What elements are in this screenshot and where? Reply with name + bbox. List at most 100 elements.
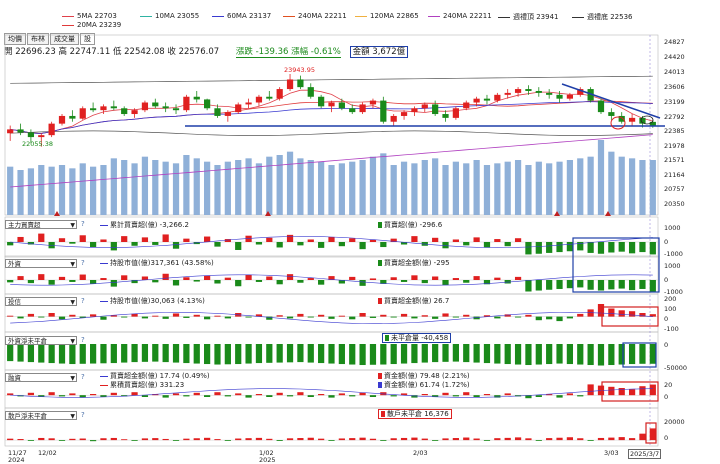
foreign-bar bbox=[89, 280, 97, 284]
foreign-oi-bar bbox=[121, 344, 128, 363]
volume-bar bbox=[235, 160, 242, 215]
foreign-oi-bar bbox=[628, 344, 636, 365]
trust-select[interactable]: 投信 ▼ bbox=[5, 296, 77, 306]
foreign-oi-bar bbox=[318, 344, 325, 364]
volume-bar bbox=[286, 151, 294, 215]
foreign-oi-bar bbox=[556, 344, 563, 364]
tab-bollinger[interactable]: 布林 bbox=[27, 33, 49, 45]
main-force-bar bbox=[204, 236, 211, 242]
foreign-oi-bar bbox=[369, 344, 377, 365]
foreign-bar bbox=[639, 280, 646, 289]
margin-bar bbox=[89, 394, 97, 396]
main-force-bar bbox=[463, 242, 470, 246]
help-icon[interactable]: ? bbox=[81, 373, 85, 381]
trust-bar bbox=[390, 316, 397, 318]
tab-settings[interactable]: 設 bbox=[80, 33, 95, 45]
retail-oi-select[interactable]: 散戶淨未平倉 ▼ bbox=[5, 410, 77, 420]
foreign-oi-select[interactable]: 外資淨未平倉 ▼ bbox=[5, 335, 77, 345]
main-force-bar bbox=[17, 236, 24, 242]
retail-oi-bar bbox=[286, 438, 294, 441]
trust-bar bbox=[266, 316, 273, 320]
volume-bar bbox=[535, 161, 542, 215]
help-icon[interactable]: ? bbox=[81, 259, 85, 267]
volume-bar bbox=[7, 166, 14, 215]
margin-bar bbox=[597, 385, 605, 396]
retail-oi-bar bbox=[224, 440, 231, 441]
trust-holdings: 持股市值(億)30,063 (4.13%) bbox=[100, 296, 205, 306]
foreign-bar bbox=[359, 280, 366, 286]
tab-average-price[interactable]: 均價 bbox=[4, 33, 26, 45]
date-label: 11/27 bbox=[8, 449, 27, 457]
legend-60ma: 60MA 23137 bbox=[212, 12, 271, 20]
foreign-select[interactable]: 外資 ▼ bbox=[5, 258, 77, 268]
margin-bar bbox=[276, 392, 283, 396]
retail-oi-bar bbox=[421, 438, 428, 441]
main-force-bar bbox=[286, 234, 294, 242]
foreign-bar bbox=[328, 276, 335, 280]
main-force-bar bbox=[504, 242, 511, 247]
retail-oi-bar bbox=[639, 433, 646, 441]
margin-bar bbox=[535, 395, 542, 397]
foreign-oi-bar bbox=[442, 344, 449, 362]
foreign-bar bbox=[152, 280, 159, 283]
candle-body bbox=[141, 102, 149, 111]
highlight-circle bbox=[640, 115, 654, 125]
retail-oi-bar bbox=[17, 439, 24, 441]
main-force-bar bbox=[224, 239, 231, 242]
candle-body bbox=[318, 96, 325, 107]
volume-bar bbox=[172, 163, 180, 215]
foreign-bar bbox=[349, 276, 356, 280]
main-force-bar bbox=[473, 237, 480, 242]
volume-bar bbox=[432, 158, 439, 215]
trust-bar bbox=[121, 316, 128, 318]
margin-select[interactable]: 融資 ▼ bbox=[5, 372, 77, 382]
candle-body bbox=[608, 112, 615, 116]
retail-oi-bar bbox=[162, 438, 169, 441]
help-icon[interactable]: ? bbox=[81, 411, 85, 419]
foreign-bar bbox=[245, 274, 252, 280]
tab-volume[interactable]: 成交量 bbox=[50, 33, 79, 45]
foreign-oi-bar bbox=[535, 344, 542, 365]
main-force-select[interactable]: 主力買賣超 ▼ bbox=[5, 219, 77, 229]
foreign-oi-bar bbox=[328, 344, 335, 364]
help-icon[interactable]: ? bbox=[81, 297, 85, 305]
volume-bar bbox=[204, 161, 211, 215]
trust-bar bbox=[525, 314, 532, 317]
candle-body bbox=[110, 106, 117, 109]
main-force-bar bbox=[494, 239, 501, 242]
trust-bar bbox=[214, 315, 221, 317]
foreign-bar bbox=[473, 276, 480, 280]
foreign-oi-bar bbox=[286, 344, 294, 363]
main-force-bar bbox=[442, 242, 449, 249]
help-icon[interactable]: ? bbox=[81, 336, 85, 344]
highlight-box bbox=[572, 237, 660, 293]
legend-5ma: 5MA 22703 bbox=[62, 12, 117, 20]
ohlc-info: 開 22696.23 高 22747.11 低 22542.08 收 22576… bbox=[4, 45, 409, 58]
price-tick: 21164 bbox=[664, 171, 685, 179]
foreign-oi-bar bbox=[577, 344, 584, 365]
trust-bar bbox=[628, 311, 636, 317]
retail-oi-value: 散戶未平倉 16,376 bbox=[378, 409, 452, 419]
retail-oi-bar bbox=[483, 440, 491, 441]
main-force-bar bbox=[121, 236, 128, 242]
volume-bar bbox=[473, 160, 480, 215]
volume-bar bbox=[649, 160, 656, 215]
low-value: 低 22542.08 bbox=[112, 47, 165, 57]
candle-body bbox=[48, 123, 55, 136]
close-value: 收 22576.07 bbox=[167, 47, 220, 57]
margin-bar bbox=[473, 395, 480, 397]
help-icon[interactable]: ? bbox=[81, 220, 85, 228]
foreign-oi-bar bbox=[69, 344, 76, 365]
retail-oi-bar bbox=[48, 438, 55, 441]
candle-body bbox=[483, 98, 491, 101]
candle-body bbox=[566, 94, 574, 99]
foreign-oi-bar bbox=[172, 344, 180, 363]
volume-bar bbox=[566, 160, 574, 215]
margin-bar bbox=[58, 395, 66, 397]
volume-bar bbox=[546, 163, 553, 215]
axis-tick: -1000 bbox=[664, 250, 683, 258]
candle-body bbox=[172, 108, 180, 111]
retail-oi-bar bbox=[577, 438, 584, 441]
margin-bar bbox=[338, 393, 345, 396]
panel-frame bbox=[4, 331, 659, 371]
